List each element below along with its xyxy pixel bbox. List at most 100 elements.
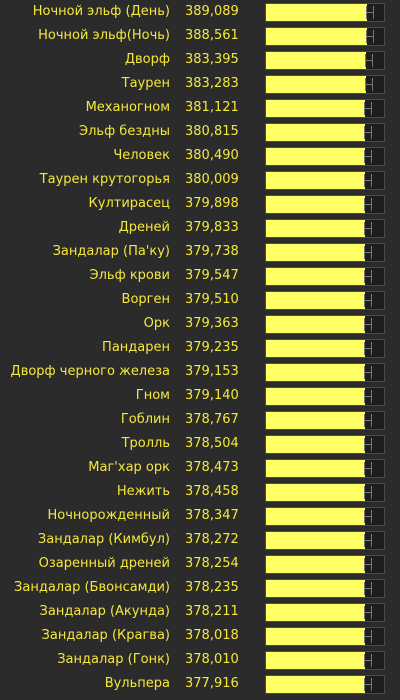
value-label: 379,510 (185, 292, 239, 307)
value-label: 379,738 (185, 244, 239, 259)
chart-row: Таурен крутогорья 380,009 (0, 168, 400, 192)
chart-row: Дворф 383,395 (0, 48, 400, 72)
error-bar (364, 366, 372, 379)
error-bar (366, 30, 374, 43)
value-label: 378,767 (185, 412, 239, 427)
value-label: 381,121 (185, 100, 239, 115)
bar-track (265, 75, 385, 94)
chart-row: Человек 380,490 (0, 144, 400, 168)
value-label: 378,254 (185, 556, 239, 571)
chart-row: Пандарен 379,235 (0, 336, 400, 360)
chart-row: Зандалар (Кимбул) 378,272 (0, 528, 400, 552)
value-label: 379,363 (185, 316, 239, 331)
bar-track (265, 243, 385, 262)
chart-row: Дреней 379,833 (0, 216, 400, 240)
chart-row: Зандалар (Крагва) 378,018 (0, 624, 400, 648)
bar-track (265, 603, 385, 622)
category-label: Култирасец (88, 196, 170, 211)
category-label: Озаренный дреней (38, 556, 170, 571)
category-label: Эльф бездны (79, 124, 170, 139)
error-bar (364, 606, 372, 619)
category-label: Тролль (121, 436, 170, 451)
chart-row: Ночной эльф(Ночь) 388,561 (0, 24, 400, 48)
category-label: Нежить (116, 484, 170, 499)
chart-row: Ночнорожденный 378,347 (0, 504, 400, 528)
value-label: 378,473 (185, 460, 239, 475)
chart-row: Дворф черного железа 379,153 (0, 360, 400, 384)
bar-track (265, 51, 385, 70)
category-label: Зандалар (Бвонсамди) (14, 580, 170, 595)
chart-row: Култирасец 379,898 (0, 192, 400, 216)
bar (266, 388, 365, 405)
chart-row: Гоблин 378,767 (0, 408, 400, 432)
chart-row: Зандалар (Па'ку) 379,738 (0, 240, 400, 264)
bar (266, 244, 365, 261)
chart-row: Гном 379,140 (0, 384, 400, 408)
chart-row: Озаренный дреней 378,254 (0, 552, 400, 576)
bar-track (265, 411, 385, 430)
bar (266, 52, 366, 69)
chart-row: Механогном 381,121 (0, 96, 400, 120)
bar (266, 172, 365, 189)
chart-row: Зандалар (Бвонсамди) 378,235 (0, 576, 400, 600)
bar (266, 628, 365, 645)
category-label: Ночнорожденный (47, 508, 170, 523)
category-label: Зандалар (Гонк) (57, 652, 170, 667)
chart-row: Зандалар (Гонк) 378,010 (0, 648, 400, 672)
value-label: 378,235 (185, 580, 239, 595)
bar-track (265, 99, 385, 118)
bar-track (265, 123, 385, 142)
bar-track (265, 651, 385, 670)
value-label: 379,833 (185, 220, 239, 235)
category-label: Ворген (121, 292, 170, 307)
error-bar (364, 390, 372, 403)
value-label: 378,458 (185, 484, 239, 499)
bar (266, 196, 365, 213)
category-label: Зандалар (Па'ку) (52, 244, 170, 259)
value-label: 379,140 (185, 388, 239, 403)
error-bar (364, 294, 372, 307)
category-label: Гоблин (120, 412, 170, 427)
category-label: Маг'хар орк (88, 460, 170, 475)
bar-track (265, 363, 385, 382)
bar-track (265, 267, 385, 286)
value-label: 378,504 (185, 436, 239, 451)
error-bar (364, 654, 372, 667)
bar-track (265, 555, 385, 574)
bar (266, 76, 366, 93)
error-bar (364, 486, 372, 499)
bar (266, 532, 365, 549)
error-bar (364, 270, 372, 283)
bar (266, 4, 367, 21)
bar-track (265, 627, 385, 646)
bar (266, 652, 365, 669)
error-bar (364, 582, 372, 595)
error-bar (364, 102, 372, 115)
error-bar (364, 678, 372, 691)
category-label: Орк (143, 316, 170, 331)
category-label: Таурен (121, 76, 170, 91)
value-label: 378,272 (185, 532, 239, 547)
error-bar (364, 510, 372, 523)
category-label: Таурен крутогорья (39, 172, 170, 187)
bar-track (265, 675, 385, 694)
error-bar (364, 462, 372, 475)
value-label: 383,395 (185, 52, 239, 67)
error-bar (365, 78, 373, 91)
error-bar (364, 630, 372, 643)
value-label: 388,561 (185, 28, 239, 43)
error-bar (364, 222, 372, 235)
bar-track (265, 291, 385, 310)
error-bar (364, 534, 372, 547)
bar (266, 508, 365, 525)
bar-track (265, 147, 385, 166)
bar (266, 484, 365, 501)
chart-row: Орк 379,363 (0, 312, 400, 336)
category-label: Зандалар (Акунда) (39, 604, 170, 619)
bar (266, 436, 365, 453)
error-bar (364, 558, 372, 571)
chart-row: Маг'хар орк 378,473 (0, 456, 400, 480)
bar-track (265, 3, 385, 22)
error-bar (364, 126, 372, 139)
category-label: Зандалар (Кимбул) (37, 532, 170, 547)
